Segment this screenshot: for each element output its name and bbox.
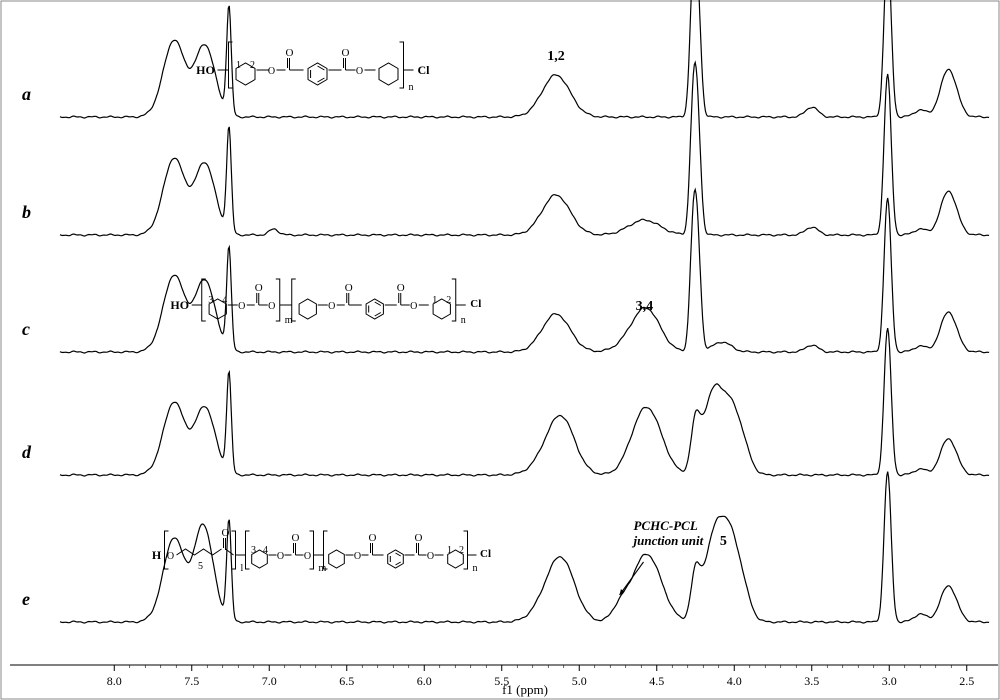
svg-text:4.0: 4.0: [727, 674, 742, 688]
svg-text:Cl: Cl: [480, 548, 491, 560]
trace-label-a: a: [22, 84, 31, 104]
annotation-text: junction unit: [632, 533, 704, 548]
peak-label: 3,4: [636, 299, 654, 314]
annotation-text: PCHC-PCL: [634, 518, 698, 533]
svg-text:O: O: [369, 532, 377, 544]
svg-text:HO: HO: [196, 63, 215, 77]
svg-text:3: 3: [251, 545, 256, 556]
svg-text:f1 (ppm): f1 (ppm): [502, 682, 548, 697]
svg-text:2.5: 2.5: [959, 674, 974, 688]
svg-text:O: O: [292, 532, 300, 544]
svg-text:n: n: [461, 315, 466, 326]
svg-text:O: O: [238, 301, 245, 312]
svg-text:3: 3: [208, 295, 213, 306]
svg-text:Cl: Cl: [470, 298, 481, 310]
svg-text:l: l: [241, 563, 244, 574]
nmr-stacked-spectra: 2.53.03.54.04.55.05.56.06.57.07.58.0f1 (…: [0, 0, 1000, 700]
svg-text:O: O: [304, 551, 311, 562]
svg-text:O: O: [328, 301, 335, 312]
svg-text:8.0: 8.0: [107, 674, 122, 688]
svg-text:3.0: 3.0: [882, 674, 897, 688]
svg-text:O: O: [222, 527, 230, 539]
svg-text:4: 4: [222, 295, 227, 306]
svg-text:n: n: [409, 82, 414, 93]
svg-text:O: O: [415, 532, 423, 544]
svg-text:1: 1: [432, 295, 437, 306]
svg-text:5: 5: [198, 561, 203, 572]
svg-text:1: 1: [236, 60, 241, 71]
peak-label: 5: [720, 534, 727, 549]
svg-text:Cl: Cl: [418, 63, 431, 77]
svg-text:O: O: [397, 282, 405, 294]
svg-text:O: O: [410, 301, 417, 312]
svg-text:HO: HO: [170, 298, 189, 312]
peak-label: 1,2: [547, 49, 565, 64]
trace-label-c: c: [22, 319, 30, 339]
svg-text:5.0: 5.0: [572, 674, 587, 688]
svg-text:2: 2: [446, 295, 451, 306]
svg-text:O: O: [167, 551, 174, 562]
svg-text:O: O: [268, 301, 275, 312]
svg-text:4: 4: [263, 545, 268, 556]
svg-text:6.0: 6.0: [417, 674, 432, 688]
svg-text:H: H: [152, 548, 162, 562]
svg-text:O: O: [255, 282, 263, 294]
svg-text:7.0: 7.0: [262, 674, 277, 688]
svg-text:3.5: 3.5: [804, 674, 819, 688]
svg-text:O: O: [356, 66, 363, 77]
svg-text:O: O: [286, 47, 294, 59]
svg-text:O: O: [342, 47, 350, 59]
svg-text:7.5: 7.5: [184, 674, 199, 688]
svg-text:O: O: [345, 282, 353, 294]
trace-label-e: e: [22, 589, 30, 609]
svg-text:6.5: 6.5: [339, 674, 354, 688]
trace-label-b: b: [22, 202, 31, 222]
svg-text:O: O: [354, 551, 361, 562]
svg-text:1: 1: [447, 545, 452, 556]
svg-text:n: n: [473, 563, 478, 574]
svg-text:2: 2: [250, 60, 255, 71]
trace-label-d: d: [22, 442, 32, 462]
svg-text:O: O: [268, 66, 275, 77]
svg-text:2: 2: [459, 545, 464, 556]
svg-text:O: O: [427, 551, 434, 562]
svg-text:O: O: [277, 551, 284, 562]
svg-text:4.5: 4.5: [649, 674, 664, 688]
